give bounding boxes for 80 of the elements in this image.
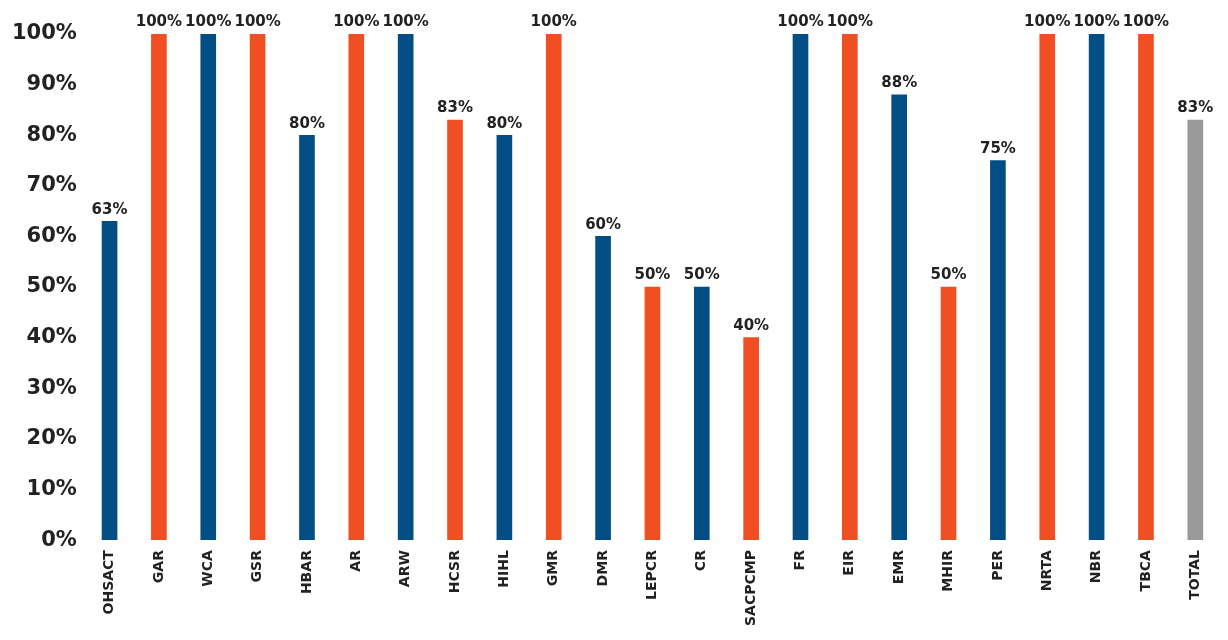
y-tick-label: 70% [26,172,77,197]
data-label: 100% [185,12,232,31]
data-label: 88% [881,73,918,92]
data-label: 100% [530,12,577,31]
bar [101,220,118,541]
x-tick-label: ARW [396,550,413,588]
data-label: 60% [585,214,622,233]
x-tick-label: PER [988,549,1005,581]
data-label: 100% [234,12,281,31]
x-tick-label: CR [692,549,709,572]
bar [743,337,759,541]
bar [1039,34,1056,541]
x-tick-label: NRTA [1037,549,1054,592]
bar [249,34,266,541]
x-tick-label: HCSR [445,549,462,594]
y-tick-label: 20% [26,425,77,450]
x-tick-label: DMR [593,549,610,587]
data-label: 40% [733,316,770,335]
bar [1187,119,1204,541]
bar [940,286,957,541]
x-tick-label: MHIR [939,549,956,592]
y-tick-label: 10% [26,475,77,500]
data-label: 100% [826,12,874,31]
x-tick-label: OHSACT [100,549,117,615]
x-tick-label: TOTAL [1185,550,1202,600]
x-tick-label: GAR [149,549,166,584]
data-label: 80% [289,113,325,132]
data-label: 83% [437,98,473,117]
x-tick-label: SACPCMP [741,550,758,626]
x-tick-label: HBAR [297,549,314,595]
y-tick-label: 100% [11,20,77,45]
bar [595,236,611,541]
y-tick-label: 50% [26,273,77,298]
data-label: 83% [1177,98,1214,117]
data-label: 100% [382,12,429,31]
x-tick-label: GMR [544,549,561,587]
bar [842,34,858,541]
bar [200,34,217,541]
y-tick-label: 30% [26,374,77,399]
data-label: 80% [486,113,523,132]
bar [792,34,809,541]
bar [545,34,562,541]
bar [496,134,513,541]
data-label: 100% [333,12,380,31]
bar [151,34,167,541]
data-label: 100% [1024,12,1071,31]
bar [348,34,365,541]
x-tick-label: NBR [1087,549,1104,584]
x-tick-label: AR [346,549,363,572]
bar [990,160,1006,541]
data-label: 100% [135,12,183,31]
bar [891,94,908,541]
data-label: 63% [91,199,128,218]
x-tick-label: EMR [889,549,906,585]
bar [1138,34,1154,541]
bar [693,286,710,541]
data-label: 50% [930,265,967,284]
x-tick-label: LEPCR [643,549,660,600]
x-tick-label: GSR [248,549,265,583]
y-tick-label: 80% [26,121,77,146]
data-label: 50% [683,265,720,284]
x-tick-label: TBCA [1136,549,1153,592]
bar [644,286,661,541]
data-label: 100% [1073,12,1120,31]
y-tick-label: 0% [41,526,77,551]
y-tick-label: 90% [26,71,77,96]
bar [397,34,414,541]
data-label: 50% [634,265,671,284]
x-tick-label: HIHL [495,550,512,588]
y-tick-label: 60% [26,222,77,247]
bar [299,134,315,541]
x-tick-label: FR [791,549,808,571]
bar [1088,34,1105,541]
y-tick-label: 40% [26,324,77,349]
data-label: 75% [979,138,1016,157]
x-tick-label: WCA [198,549,215,587]
data-label: 100% [777,12,824,31]
bar [447,119,463,541]
data-label: 100% [1122,12,1170,31]
x-tick-label: EIR [840,549,857,576]
